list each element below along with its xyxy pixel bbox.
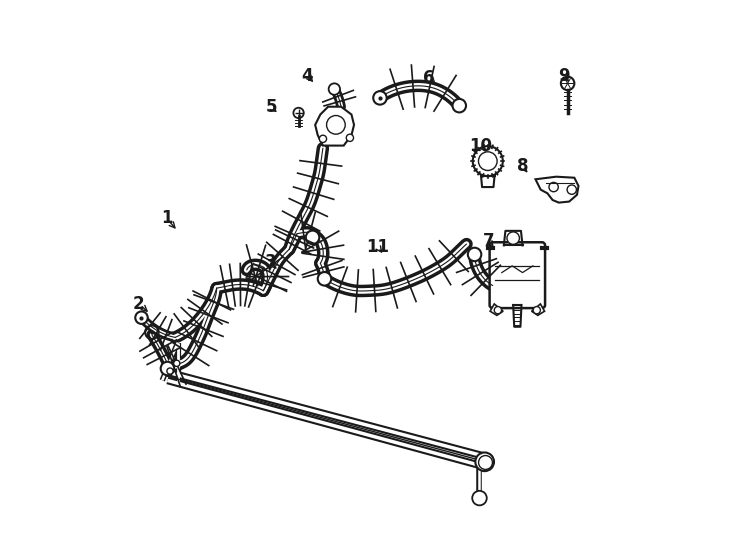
Circle shape xyxy=(494,307,501,314)
Circle shape xyxy=(549,183,559,192)
Circle shape xyxy=(476,453,494,471)
Circle shape xyxy=(327,116,345,134)
Circle shape xyxy=(174,360,180,367)
Circle shape xyxy=(567,185,576,194)
Circle shape xyxy=(561,77,575,90)
Circle shape xyxy=(161,362,174,375)
Circle shape xyxy=(319,135,327,143)
Circle shape xyxy=(373,91,387,105)
Circle shape xyxy=(473,146,503,176)
Text: 11: 11 xyxy=(366,238,389,255)
Polygon shape xyxy=(531,304,545,315)
Circle shape xyxy=(346,134,354,141)
Circle shape xyxy=(135,312,148,324)
Text: 2: 2 xyxy=(133,295,145,313)
Circle shape xyxy=(453,99,466,112)
Circle shape xyxy=(472,491,487,505)
Circle shape xyxy=(167,368,173,374)
Circle shape xyxy=(468,248,482,261)
Text: 4: 4 xyxy=(302,66,313,85)
Circle shape xyxy=(479,152,497,171)
Circle shape xyxy=(507,232,520,244)
FancyBboxPatch shape xyxy=(490,242,545,308)
Circle shape xyxy=(294,108,304,118)
Text: 9: 9 xyxy=(558,66,570,85)
Circle shape xyxy=(318,272,331,286)
Text: 8: 8 xyxy=(517,157,528,176)
Text: 10: 10 xyxy=(470,137,493,154)
Text: 7: 7 xyxy=(483,233,495,251)
Circle shape xyxy=(306,231,319,244)
Polygon shape xyxy=(490,304,503,315)
Polygon shape xyxy=(315,107,354,146)
Text: 6: 6 xyxy=(424,69,435,87)
Text: 1: 1 xyxy=(161,209,173,227)
Polygon shape xyxy=(536,177,578,202)
Text: 3: 3 xyxy=(265,253,277,271)
Text: 5: 5 xyxy=(266,98,277,116)
Circle shape xyxy=(533,307,540,314)
Circle shape xyxy=(329,83,340,95)
